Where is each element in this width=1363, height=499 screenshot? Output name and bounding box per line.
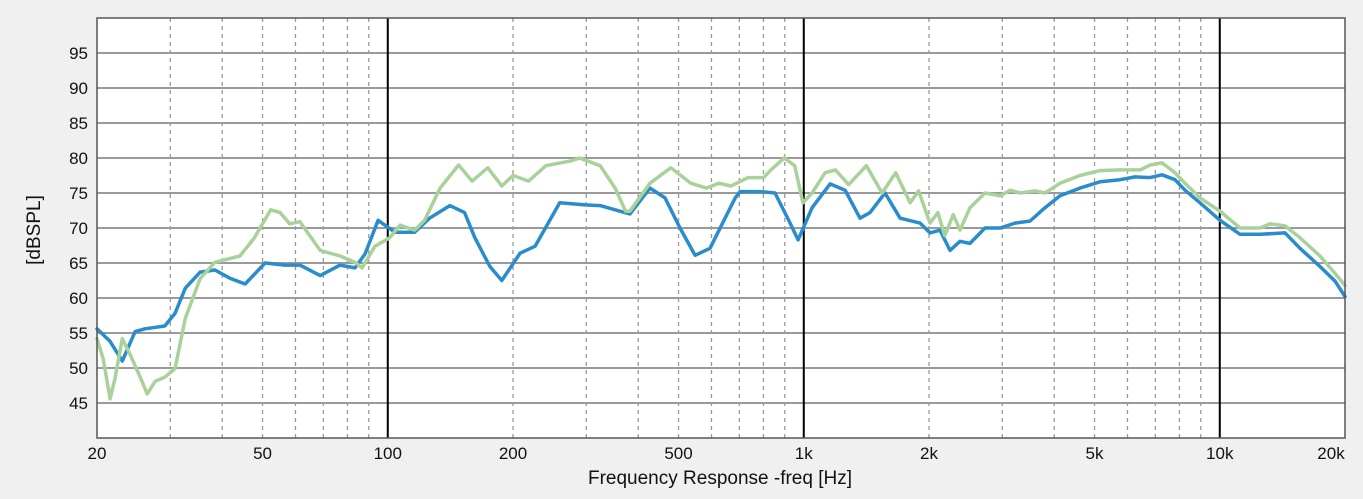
x-tick-label: 5k (1086, 444, 1104, 463)
grid (97, 18, 1345, 438)
y-tick-label: 65 (69, 254, 88, 273)
y-tick-label: 50 (69, 359, 88, 378)
series-line-green (95, 156, 1347, 401)
y-tick-label: 85 (69, 114, 88, 133)
x-tick-labels: 20 50 100 200 500 1k 2k 5k 10k 20k (88, 444, 1346, 463)
series-line-blue (95, 173, 1347, 363)
x-tick-label: 2k (920, 444, 938, 463)
y-tick-label: 75 (69, 184, 88, 203)
x-tick-label: 500 (664, 444, 692, 463)
x-tick-label: 50 (253, 444, 272, 463)
y-tick-label: 95 (69, 44, 88, 63)
y-tick-label: 90 (69, 79, 88, 98)
x-tick-label: 10k (1206, 444, 1234, 463)
y-tick-label: 45 (69, 394, 88, 413)
y-axis-title: [dBSPL] (24, 195, 45, 265)
x-tick-label: 20 (88, 444, 107, 463)
y-tick-labels: 45 50 55 60 65 70 75 80 85 90 95 (69, 44, 88, 413)
x-tick-label: 200 (499, 444, 527, 463)
x-axis-title: Frequency Response -freq [Hz] (588, 468, 852, 489)
y-tick-label: 80 (69, 149, 88, 168)
y-tick-label: 70 (69, 219, 88, 238)
series-group (95, 156, 1347, 401)
x-tick-label: 20k (1317, 444, 1345, 463)
y-tick-label: 55 (69, 324, 88, 343)
y-tick-label: 60 (69, 289, 88, 308)
plot-frame (96, 17, 1346, 439)
x-tick-label: 1k (795, 444, 813, 463)
x-tick-label: 100 (374, 444, 402, 463)
